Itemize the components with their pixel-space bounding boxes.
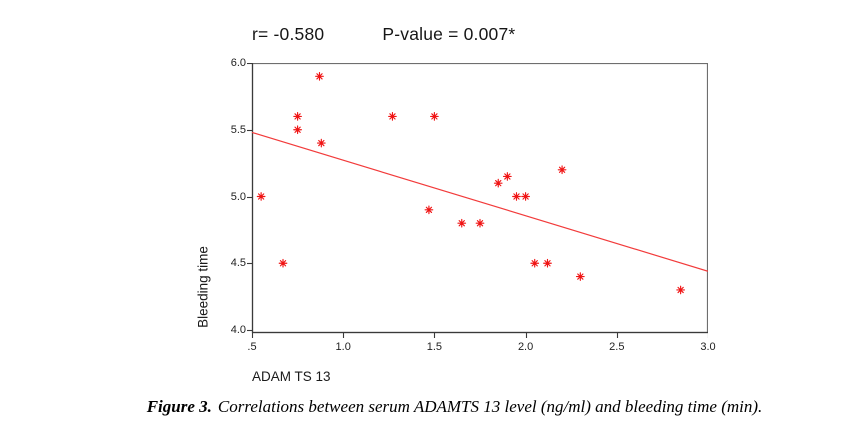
x-axis-title: ADAM TS 13 [252, 369, 331, 384]
data-point-marker [512, 192, 521, 201]
data-point-marker [530, 258, 540, 268]
chart-title: r= -0.580 P-value = 0.007* [252, 24, 515, 45]
p-value-label: P-value = 0.007* [382, 24, 516, 44]
figure-caption-label: Figure 3. [146, 397, 212, 416]
figure-caption: Figure 3. Correlations between serum ADAM… [0, 397, 853, 417]
data-point-marker [315, 71, 324, 81]
data-point-marker [521, 192, 530, 201]
r-value-label: r= -0.580 [252, 24, 325, 44]
data-point-marker [316, 138, 326, 148]
data-point-marker [388, 112, 397, 121]
y-axis-title: Bleeding time [195, 246, 211, 328]
y-tick-label: 6.0 [230, 57, 246, 69]
data-point-marker [293, 125, 302, 135]
trend-line [251, 131, 708, 272]
x-tick-label: 2.0 [517, 341, 534, 353]
data-point-marker [475, 218, 485, 228]
x-tick-label: 3.0 [700, 341, 716, 353]
y-tick-label: 5.5 [230, 123, 246, 136]
x-tick-label: 1.0 [335, 341, 351, 353]
scatter-plot [247, 63, 708, 338]
y-tick-label: 4.5 [230, 257, 246, 270]
y-tick-label: 4.0 [230, 324, 246, 336]
data-point-marker [575, 272, 585, 281]
data-point-marker [278, 258, 288, 268]
x-tick-label: 2.5 [609, 341, 625, 353]
figure-caption-text: Correlations between serum ADAMTS 13 lev… [217, 397, 763, 416]
data-point-marker [256, 192, 266, 201]
data-point-marker [676, 285, 686, 295]
data-point-marker [502, 172, 512, 181]
data-point-marker [543, 258, 552, 268]
y-tick-label: 5.0 [230, 190, 246, 203]
data-point-marker [557, 165, 567, 175]
data-point-marker [293, 112, 302, 121]
x-tick-label: 1.5 [426, 341, 443, 353]
x-tick-label: .5 [247, 341, 257, 353]
data-point-marker [424, 205, 434, 215]
data-point-marker [493, 178, 503, 188]
data-point-marker [457, 218, 467, 228]
data-point-marker [430, 112, 439, 121]
plot-frame [251, 63, 708, 334]
